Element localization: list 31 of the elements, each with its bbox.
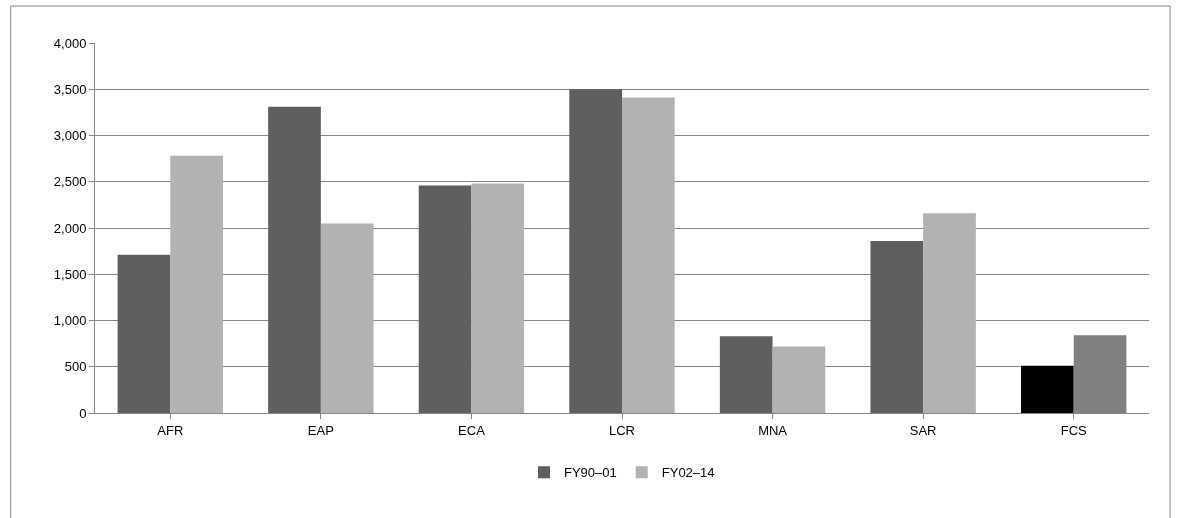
- bar: [471, 183, 525, 413]
- bar: [1021, 365, 1074, 413]
- x-tick-label: ECA: [458, 422, 486, 438]
- bar: [268, 106, 321, 413]
- x-tick-label: MNA: [758, 422, 788, 438]
- y-tick-label: 2,500: [53, 174, 87, 190]
- bar: [117, 254, 171, 413]
- x-tick-label: LCR: [608, 422, 636, 438]
- bar: [622, 97, 675, 413]
- y-tick-label: 3,500: [53, 81, 87, 97]
- bar: [418, 185, 472, 413]
- legend-label: FY02–14: [661, 465, 715, 481]
- bar: [569, 89, 622, 413]
- x-tick-label: AFR: [157, 422, 184, 438]
- y-tick-label: 1,500: [53, 266, 87, 282]
- bar: [772, 346, 826, 413]
- x-tick-label: SAR: [909, 422, 937, 438]
- x-tick-label: EAP: [307, 422, 334, 438]
- y-tick-label: 1,000: [53, 313, 87, 329]
- bar: [320, 223, 374, 413]
- x-tick-label: FCS: [1060, 422, 1088, 438]
- y-tick-label: 3,000: [53, 128, 87, 144]
- bar: [923, 213, 976, 413]
- y-tick-label: 500: [64, 359, 87, 375]
- y-tick-label: 2,000: [53, 220, 87, 236]
- y-tick-label: 0: [79, 405, 87, 421]
- y-tick-label: 4,000: [53, 35, 87, 51]
- bar: [870, 240, 924, 413]
- legend-label: FY90–01: [564, 465, 617, 481]
- bar: [719, 336, 773, 413]
- bar: [170, 155, 223, 413]
